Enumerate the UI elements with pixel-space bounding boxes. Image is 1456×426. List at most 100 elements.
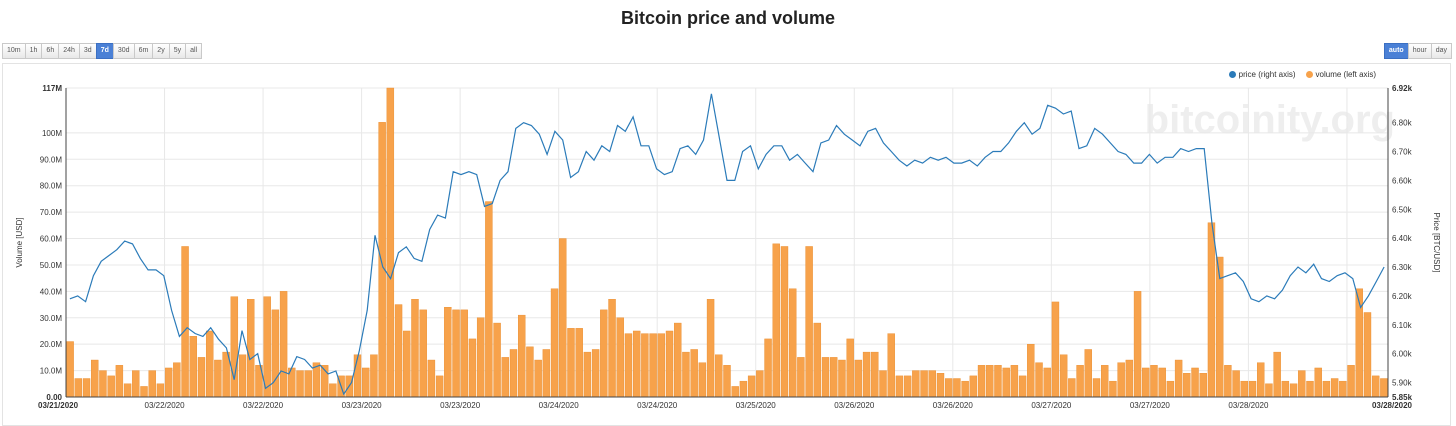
volume-bar (903, 375, 912, 398)
volume-bar (1314, 367, 1322, 398)
volume-bar (156, 383, 165, 398)
x-axis-tick-label: 03/22/2020 (243, 401, 284, 410)
volume-bar (1002, 367, 1010, 398)
range-button-all[interactable]: all (185, 43, 203, 59)
volume-bar (91, 359, 99, 398)
volume-bar (1109, 380, 1117, 398)
left-axis-tick-label: 90.0M (40, 155, 63, 164)
volume-bar (813, 322, 822, 398)
volume-bar (1018, 375, 1027, 398)
volume-bar (468, 338, 477, 398)
volume-bar (920, 370, 928, 398)
volume-bar (624, 333, 633, 398)
volume-bar (665, 330, 674, 398)
x-axis-tick-label: 03/28/2020 (1228, 401, 1269, 410)
volume-bar (764, 338, 772, 398)
volume-bar (772, 243, 780, 398)
volume-bar (435, 375, 444, 398)
volume-bar (444, 307, 452, 398)
volume-bar (181, 246, 189, 398)
volume-bar (591, 349, 600, 398)
volume-bar (657, 333, 666, 398)
left-axis-tick-label: 117M (42, 84, 62, 93)
volume-bar (961, 380, 969, 398)
volume-bar (74, 378, 83, 398)
volume-bar (509, 349, 518, 398)
volume-bar (493, 322, 501, 398)
volume-bar (912, 370, 920, 398)
watermark: bitcoinity.org (1145, 98, 1395, 142)
volume-bar (854, 359, 863, 398)
volume-bar (1150, 365, 1158, 398)
volume-bar (148, 370, 156, 398)
volume-bar (247, 299, 255, 398)
right-axis-tick-label: 6.40k (1392, 234, 1413, 243)
price-line (69, 93, 1385, 396)
resolution-button-auto[interactable]: auto (1383, 43, 1409, 59)
volume-bar (821, 357, 830, 398)
right-axis-tick-label: 6.00k (1392, 350, 1413, 359)
volume-bar (567, 328, 575, 398)
volume-bar (1273, 351, 1281, 398)
volume-bar (140, 386, 148, 398)
volume-bar (1363, 312, 1372, 398)
volume-bar (739, 380, 748, 398)
volume-bar (1207, 222, 1216, 398)
volume-bar (1142, 367, 1150, 398)
volume-bar (977, 365, 986, 398)
volume-bar (1125, 359, 1134, 398)
volume-bar (1380, 378, 1388, 398)
range-button-3d[interactable]: 3d (78, 43, 97, 59)
right-axis-tick-label: 6.80k (1392, 119, 1413, 128)
volume-bar (304, 370, 312, 398)
volume-bar (476, 317, 485, 398)
resolution-selector: auto hour day (1383, 43, 1452, 59)
volume-bar (895, 375, 904, 398)
volume-bar (263, 296, 271, 398)
volume-bar (583, 351, 592, 398)
volume-bar (403, 330, 411, 398)
volume-bar (1101, 365, 1109, 398)
volume-bar (230, 296, 239, 398)
left-axis-tick-label: 80.0M (40, 182, 63, 191)
volume-bar (1240, 380, 1249, 398)
range-button-6h[interactable]: 6h (41, 43, 60, 59)
volume-bar (944, 378, 953, 398)
volume-bar (846, 338, 854, 398)
left-axis-tick-label: 100M (42, 129, 62, 138)
legend-item[interactable]: volume (left axis) (1305, 70, 1376, 79)
left-axis-tick-label: 20.0M (40, 340, 63, 349)
volume-bar (1371, 375, 1380, 398)
legend-marker-icon (1305, 71, 1313, 78)
x-axis-tick-label: 03/27/2020 (1031, 401, 1072, 410)
volume-bar (329, 383, 337, 398)
volume-bar (1043, 367, 1051, 398)
volume-bar (632, 330, 641, 398)
volume-bar (723, 365, 731, 398)
volume-bar (1298, 370, 1306, 398)
right-axis-tick-label: 6.30k (1392, 263, 1413, 272)
volume-bar (205, 330, 214, 398)
volume-bar (1347, 365, 1355, 398)
right-axis-tick-label: 5.90k (1392, 379, 1413, 388)
volume-bar (862, 351, 871, 398)
resolution-button-day[interactable]: day (1430, 43, 1452, 59)
volume-bar (501, 357, 510, 398)
volume-bar (1199, 373, 1207, 398)
right-axis-tick-label: 6.60k (1392, 176, 1413, 185)
volume-bar (189, 336, 197, 398)
volume-bar (871, 351, 879, 398)
volume-bar (1257, 362, 1265, 398)
volume-bar (690, 349, 698, 398)
x-axis-tick-label: 03/28/2020 (1372, 401, 1413, 410)
legend-item[interactable]: price (right axis) (1228, 70, 1296, 79)
volume-bar (1166, 380, 1175, 398)
x-axis-tick-label: 03/23/2020 (440, 401, 481, 410)
volume-bar (1092, 378, 1101, 398)
volume-bar (936, 373, 945, 398)
volume-bar (1076, 365, 1084, 398)
volume-bar (132, 370, 140, 398)
volume-bar (575, 328, 583, 398)
volume-bar (805, 246, 813, 398)
volume-bar (994, 365, 1002, 398)
